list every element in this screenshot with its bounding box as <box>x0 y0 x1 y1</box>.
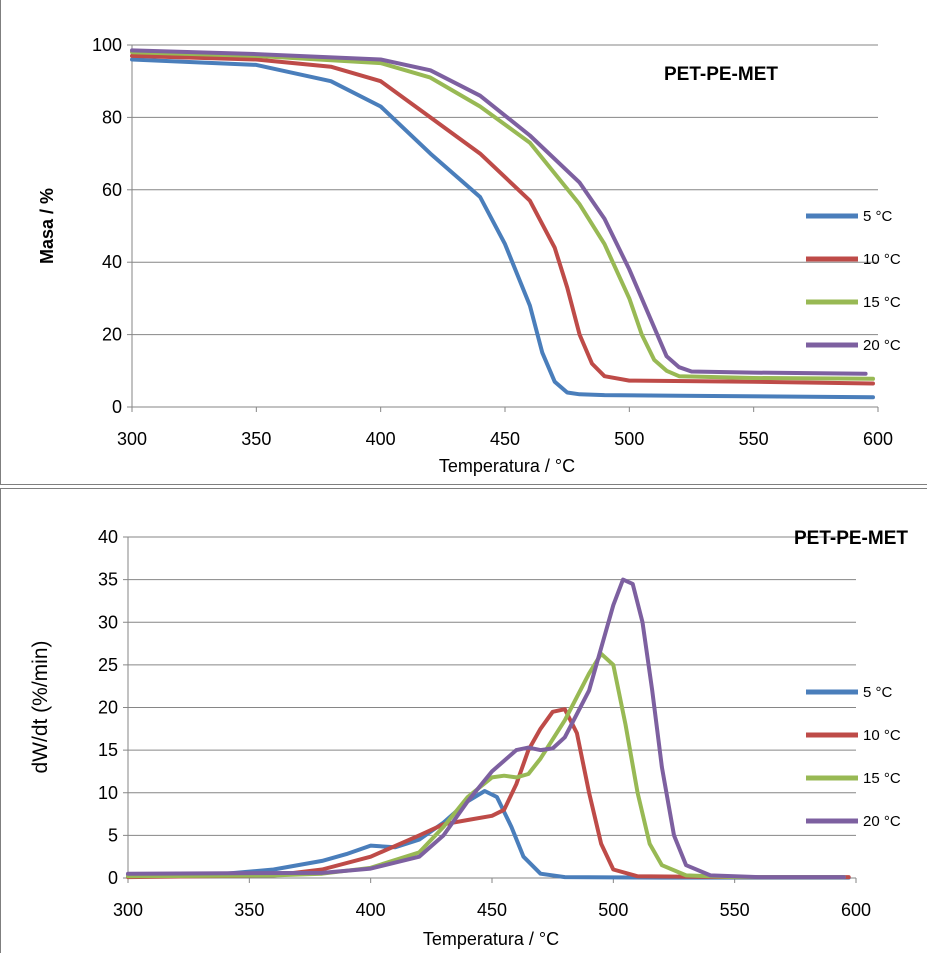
x-tick-label: 400 <box>356 900 386 920</box>
y-tick-label: 10 <box>98 783 118 803</box>
y-tick-label: 5 <box>108 825 118 845</box>
series-line-0 <box>130 57 875 400</box>
chart-title: PET-PE-MET <box>664 64 778 85</box>
x-tick-label: 600 <box>863 429 893 449</box>
x-tick-label: 500 <box>598 900 628 920</box>
x-tick-label: 350 <box>234 900 264 920</box>
x-tick-label: 350 <box>241 429 271 449</box>
series-line-0 <box>126 789 851 880</box>
legend-label-2: 15 °C <box>863 294 901 311</box>
derivative-chart: 0 5 10 15 20 25 30 35 40 300 350 400 450 500 550 600 dW/… <box>29 527 908 949</box>
y-tick-label: 100 <box>92 35 122 55</box>
legend-label-0: 5 °C <box>863 208 893 225</box>
y-axis-title: Masa / % <box>37 188 57 264</box>
y-tick-label: 15 <box>98 740 118 760</box>
y-tick-label: 25 <box>98 655 118 675</box>
y-tick-label: 80 <box>102 107 122 127</box>
legend-label-2: 15 °C <box>863 770 901 787</box>
y-tick-label: 40 <box>98 527 118 547</box>
x-tick-label: 550 <box>720 900 750 920</box>
y-tick-label: 35 <box>98 570 118 590</box>
legend-label-0: 5 °C <box>863 684 893 701</box>
x-axis-title: Temperatura / °C <box>423 929 559 949</box>
mass-chart: 0 20 40 60 80 100 300 350 400 450 500 550 600 Masa / … <box>37 35 901 476</box>
x-tick-label: 300 <box>113 900 143 920</box>
y-axis-title: dW/dt (%/min) <box>29 640 52 773</box>
series-line-2 <box>130 50 875 381</box>
y-tick-label: 60 <box>102 180 122 200</box>
y-tick-label: 0 <box>112 397 122 417</box>
legend-label-3: 20 °C <box>863 337 901 354</box>
legend-label-1: 10 °C <box>863 251 901 268</box>
x-tick-label: 450 <box>490 429 520 449</box>
series-line-1 <box>130 53 875 386</box>
x-tick-label: 450 <box>477 900 507 920</box>
y-tick-label: 20 <box>102 325 122 345</box>
series-line-3 <box>130 48 868 376</box>
legend-label-1: 10 °C <box>863 727 901 744</box>
chart-panel-mass: 0 20 40 60 80 100 300 350 400 450 500 550 600 Masa / … <box>0 0 927 485</box>
y-tick-label: 0 <box>108 868 118 888</box>
chart-panel-derivative: 0 5 10 15 20 25 30 35 40 300 350 400 450 500 550 600 dW/… <box>0 488 927 953</box>
x-tick-label: 550 <box>739 429 769 449</box>
chart-title: PET-PE-MET <box>794 528 908 549</box>
y-tick-label: 30 <box>98 612 118 632</box>
x-tick-label: 500 <box>614 429 644 449</box>
y-tick-label: 40 <box>102 252 122 272</box>
series-line-3 <box>126 577 846 880</box>
series-line-2 <box>126 651 846 880</box>
legend-label-3: 20 °C <box>863 813 901 830</box>
x-tick-label: 300 <box>117 429 147 449</box>
x-tick-label: 600 <box>841 900 871 920</box>
series-line-1 <box>126 707 851 880</box>
y-tick-label: 20 <box>98 698 118 718</box>
x-tick-label: 400 <box>366 429 396 449</box>
x-axis-title: Temperatura / °C <box>439 456 575 476</box>
